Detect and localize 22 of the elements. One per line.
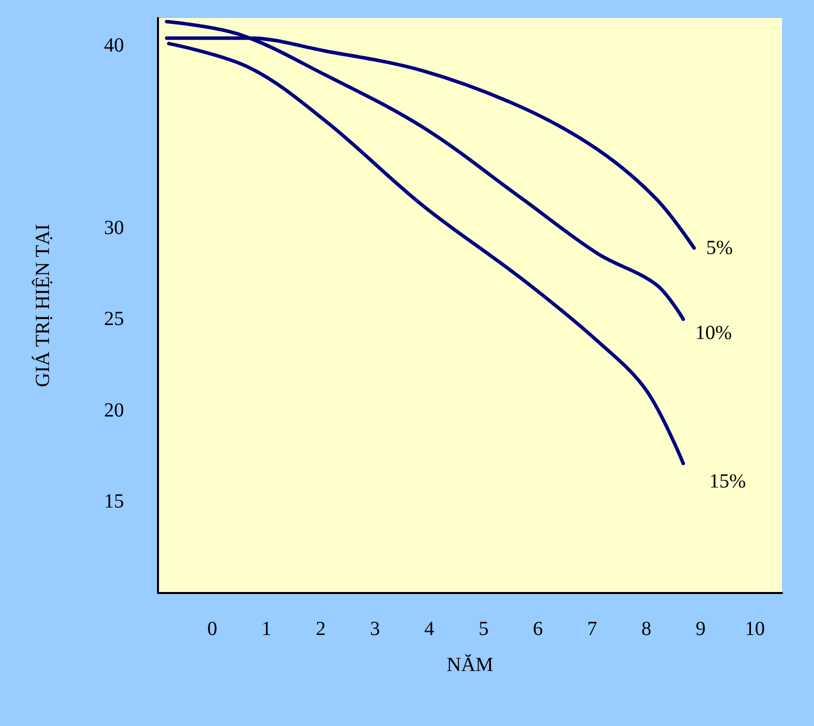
x-axis-title: NĂM	[446, 654, 494, 676]
x-tick-label: 2	[316, 618, 326, 640]
y-tick-label: 30	[104, 216, 124, 239]
x-tick-label: 0	[207, 618, 218, 640]
series-label: 15%	[709, 470, 746, 492]
y-axis-title: GIÁ TRỊ HIỆN TẠI	[31, 224, 54, 388]
y-tick-label: 20	[104, 399, 124, 422]
y-tick-label: 15	[104, 490, 124, 513]
x-tick-label: 3	[370, 618, 380, 640]
x-tick-label: 4	[424, 618, 434, 640]
x-tick-label: 9	[696, 618, 706, 640]
x-tick-label: 6	[532, 618, 543, 640]
line-series	[167, 42, 685, 466]
x-tick-label: 1	[262, 618, 272, 640]
x-tick-label: 8	[641, 618, 652, 640]
series-label: 10%	[695, 322, 732, 344]
x-tick-label: 7	[587, 618, 598, 640]
series-label: 5%	[706, 237, 733, 259]
y-tick-label: 40	[104, 34, 124, 56]
y-tick-label: 25	[104, 308, 124, 330]
x-tick-label: 10	[744, 618, 765, 640]
x-tick-label: 5	[478, 618, 489, 640]
